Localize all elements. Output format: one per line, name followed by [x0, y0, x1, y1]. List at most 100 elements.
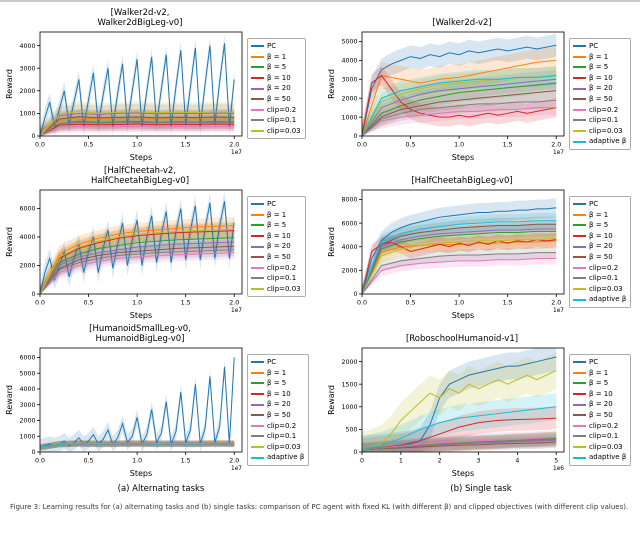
svg-text:Steps: Steps — [452, 469, 474, 478]
legend-item: β = 10 — [573, 73, 626, 84]
legend-item: adaptive β — [573, 294, 626, 305]
svg-text:0: 0 — [31, 449, 35, 456]
svg-text:1.5: 1.5 — [503, 142, 513, 149]
panel-halfcheetah-single: [HalfCheetahBigLeg-v0] 0.0 0.5 1.0 1.5 2.0 0 2… — [322, 165, 640, 323]
legend-item: β = 1 — [573, 52, 626, 63]
legend-line-swatch-icon — [573, 403, 586, 406]
legend-item: clip=0.03 — [573, 442, 626, 453]
svg-text:2.0: 2.0 — [551, 300, 561, 307]
svg-text:Steps: Steps — [452, 153, 474, 162]
legend-label: adaptive β — [589, 295, 627, 304]
legend-item: β = 10 — [251, 73, 301, 84]
legend-label: β = 10 — [589, 231, 613, 240]
legend-line-swatch-icon — [251, 393, 264, 396]
legend-line-swatch-icon — [573, 66, 586, 69]
legend-item: clip=0.03 — [251, 126, 301, 137]
svg-text:1e7: 1e7 — [553, 308, 564, 314]
legend-label: PC — [589, 42, 599, 50]
legend-line-swatch-icon — [573, 55, 586, 58]
legend-line-swatch-icon — [573, 256, 586, 259]
legend-item: clip=0.03 — [251, 442, 304, 453]
chart-canvas: 0.0 0.5 1.0 1.5 2.0 0 1000 2000 3000 4000 5000 1e7 S… — [327, 31, 565, 162]
legend-line-swatch-icon — [251, 403, 264, 406]
legend-label: β = 50 — [267, 252, 291, 261]
svg-text:1.0: 1.0 — [132, 300, 142, 307]
chart-canvas: 0 1 2 3 4 5 0 500 1000 1500 2000 1e6 Steps Reward — [327, 347, 565, 478]
svg-text:Reward: Reward — [5, 385, 14, 415]
panel-halfcheetah-alternating: [HalfCheetah-v2, HalfCheetahBigLeg-v0] 0.… — [0, 165, 322, 323]
svg-text:4000: 4000 — [341, 244, 357, 251]
legend-item: β = 5 — [573, 62, 626, 73]
legend-item: PC — [251, 357, 304, 368]
svg-text:0.0: 0.0 — [357, 142, 367, 149]
legend-item: β = 1 — [573, 210, 626, 221]
svg-text:2: 2 — [438, 458, 442, 465]
legend-line-swatch-icon — [573, 266, 586, 269]
legend-line-swatch-icon — [251, 424, 264, 427]
legend-line-swatch-icon — [573, 245, 586, 248]
svg-text:0.5: 0.5 — [406, 142, 416, 149]
svg-text:5000: 5000 — [341, 39, 357, 46]
legend-item: clip=0.1 — [573, 115, 626, 126]
svg-text:Steps: Steps — [130, 153, 152, 162]
legend-label: β = 20 — [589, 84, 613, 93]
legend-item: β = 20 — [573, 399, 626, 410]
legend-label: β = 50 — [589, 410, 613, 419]
chart-title: [Walker2d-v2] — [432, 17, 492, 28]
svg-text:1.0: 1.0 — [132, 458, 142, 465]
legend-label: PC — [267, 42, 277, 50]
svg-text:1: 1 — [399, 458, 403, 465]
chart-title: [HalfCheetahBigLeg-v0] — [411, 175, 513, 186]
legend-item: β = 20 — [251, 399, 304, 410]
svg-text:1000: 1000 — [341, 404, 357, 411]
sub-captions: (a) Alternating tasks (b) Single task — [0, 484, 640, 494]
figure-grid: [Walker2d-v2, Walker2dBigLeg-v0] 0.0 0.5 1.… — [0, 7, 640, 481]
figure-caption: Figure 3: Learning results for (a) alter… — [10, 503, 629, 511]
legend-label: clip=0.1 — [589, 116, 619, 125]
chart-canvas: 0.0 0.5 1.0 1.5 2.0 0 1000 2000 3000 4000 5000 6000… — [5, 347, 243, 478]
legend-line-swatch-icon — [251, 213, 264, 216]
legend-item: clip=0.2 — [573, 421, 626, 432]
legend-label: β = 1 — [267, 52, 287, 61]
legend-label: clip=0.1 — [267, 116, 297, 125]
legend-line-swatch-icon — [251, 288, 264, 291]
legend-item: clip=0.1 — [251, 115, 301, 126]
legend-label: clip=0.03 — [589, 442, 623, 451]
legend-label: clip=0.2 — [589, 263, 619, 272]
legend-label: β = 5 — [267, 379, 287, 388]
legend-label: β = 10 — [589, 73, 613, 82]
legend-line-swatch-icon — [573, 435, 586, 438]
legend-label: β = 5 — [267, 221, 287, 230]
legend-item: clip=0.03 — [573, 126, 626, 137]
legend-line-swatch-icon — [573, 298, 586, 301]
legend-item: clip=0.1 — [251, 431, 304, 442]
legend-item: β = 20 — [573, 83, 626, 94]
svg-text:0: 0 — [360, 458, 364, 465]
legend-line-swatch-icon — [573, 382, 586, 385]
legend-label: β = 1 — [589, 210, 609, 219]
legend-line-swatch-icon — [251, 382, 264, 385]
svg-text:Reward: Reward — [327, 69, 336, 99]
legend-item: β = 20 — [251, 83, 301, 94]
legend-line-swatch-icon — [573, 393, 586, 396]
legend-line-swatch-icon — [573, 361, 586, 364]
svg-text:3000: 3000 — [19, 65, 35, 72]
legend-item: β = 5 — [251, 220, 301, 231]
svg-text:2000: 2000 — [341, 359, 357, 366]
legend-label: clip=0.2 — [267, 421, 297, 430]
svg-text:3: 3 — [477, 458, 481, 465]
legend-label: clip=0.03 — [589, 126, 623, 135]
legend-item: clip=0.2 — [251, 105, 301, 116]
svg-text:1.5: 1.5 — [181, 458, 191, 465]
legend-line-swatch-icon — [573, 87, 586, 90]
legend-item: β = 1 — [573, 368, 626, 379]
legend-label: β = 20 — [589, 242, 613, 251]
legend-label: β = 5 — [589, 63, 609, 72]
legend-label: clip=0.2 — [589, 105, 619, 114]
svg-text:1.0: 1.0 — [454, 142, 464, 149]
chart-title: [RoboschoolHumanoid-v1] — [405, 333, 519, 344]
svg-text:1e6: 1e6 — [553, 466, 564, 472]
legend-line-swatch-icon — [573, 45, 586, 48]
